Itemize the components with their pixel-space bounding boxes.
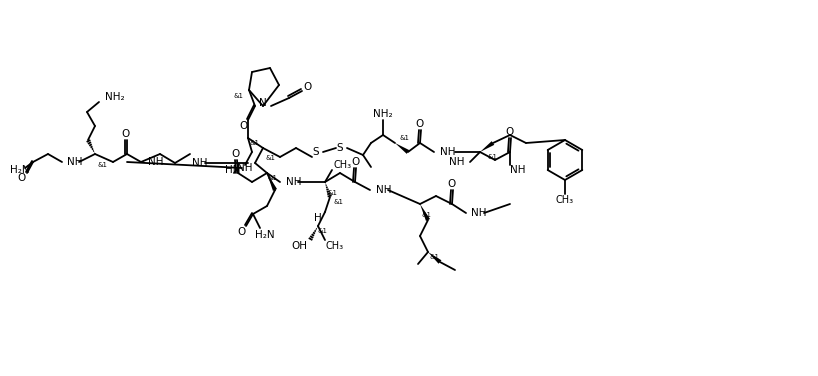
Text: OH: OH xyxy=(291,241,307,251)
Text: NH: NH xyxy=(67,157,83,167)
Text: &1: &1 xyxy=(422,212,432,218)
Text: NH: NH xyxy=(236,163,252,173)
Text: &1: &1 xyxy=(430,254,440,260)
Text: &1: &1 xyxy=(317,228,327,234)
Polygon shape xyxy=(420,204,430,221)
Text: NH₂: NH₂ xyxy=(105,92,124,102)
Text: &1: &1 xyxy=(265,155,275,161)
Polygon shape xyxy=(267,173,277,191)
Text: S: S xyxy=(337,143,344,153)
Text: S: S xyxy=(312,147,319,157)
Text: &1: &1 xyxy=(487,154,497,160)
Text: &1: &1 xyxy=(327,190,337,196)
Text: NH: NH xyxy=(440,147,456,157)
Text: O: O xyxy=(237,227,245,237)
Text: &1: &1 xyxy=(334,199,344,205)
Text: NH: NH xyxy=(376,185,392,195)
Text: CH₃: CH₃ xyxy=(325,241,343,251)
Text: NH: NH xyxy=(510,165,525,175)
Text: CH₃: CH₃ xyxy=(556,195,574,205)
Text: &1: &1 xyxy=(97,162,107,168)
Text: O: O xyxy=(18,173,26,183)
Text: O: O xyxy=(351,157,359,167)
Text: H₂N: H₂N xyxy=(255,230,275,240)
Text: NH: NH xyxy=(471,208,487,218)
Polygon shape xyxy=(395,143,409,154)
Text: N: N xyxy=(259,98,267,108)
Text: &1: &1 xyxy=(233,93,243,99)
Text: O: O xyxy=(448,179,456,189)
Text: O: O xyxy=(416,119,424,129)
Text: H: H xyxy=(314,213,322,223)
Text: NH₂: NH₂ xyxy=(373,109,393,119)
Text: O: O xyxy=(122,129,130,139)
Polygon shape xyxy=(480,141,494,152)
Text: &1: &1 xyxy=(250,140,260,146)
Text: O: O xyxy=(506,127,515,137)
Text: O: O xyxy=(239,121,247,131)
Polygon shape xyxy=(428,252,442,264)
Text: NH: NH xyxy=(192,158,208,168)
Text: O: O xyxy=(231,149,240,159)
Text: O: O xyxy=(303,82,311,92)
Text: NH: NH xyxy=(450,157,465,167)
Text: &1: &1 xyxy=(400,135,410,141)
Text: NH: NH xyxy=(286,177,302,187)
Text: HN: HN xyxy=(226,165,241,175)
Text: NH: NH xyxy=(148,157,164,167)
Text: H₂N: H₂N xyxy=(10,165,29,175)
Text: CH₃: CH₃ xyxy=(334,160,352,170)
Text: &1: &1 xyxy=(268,175,278,181)
